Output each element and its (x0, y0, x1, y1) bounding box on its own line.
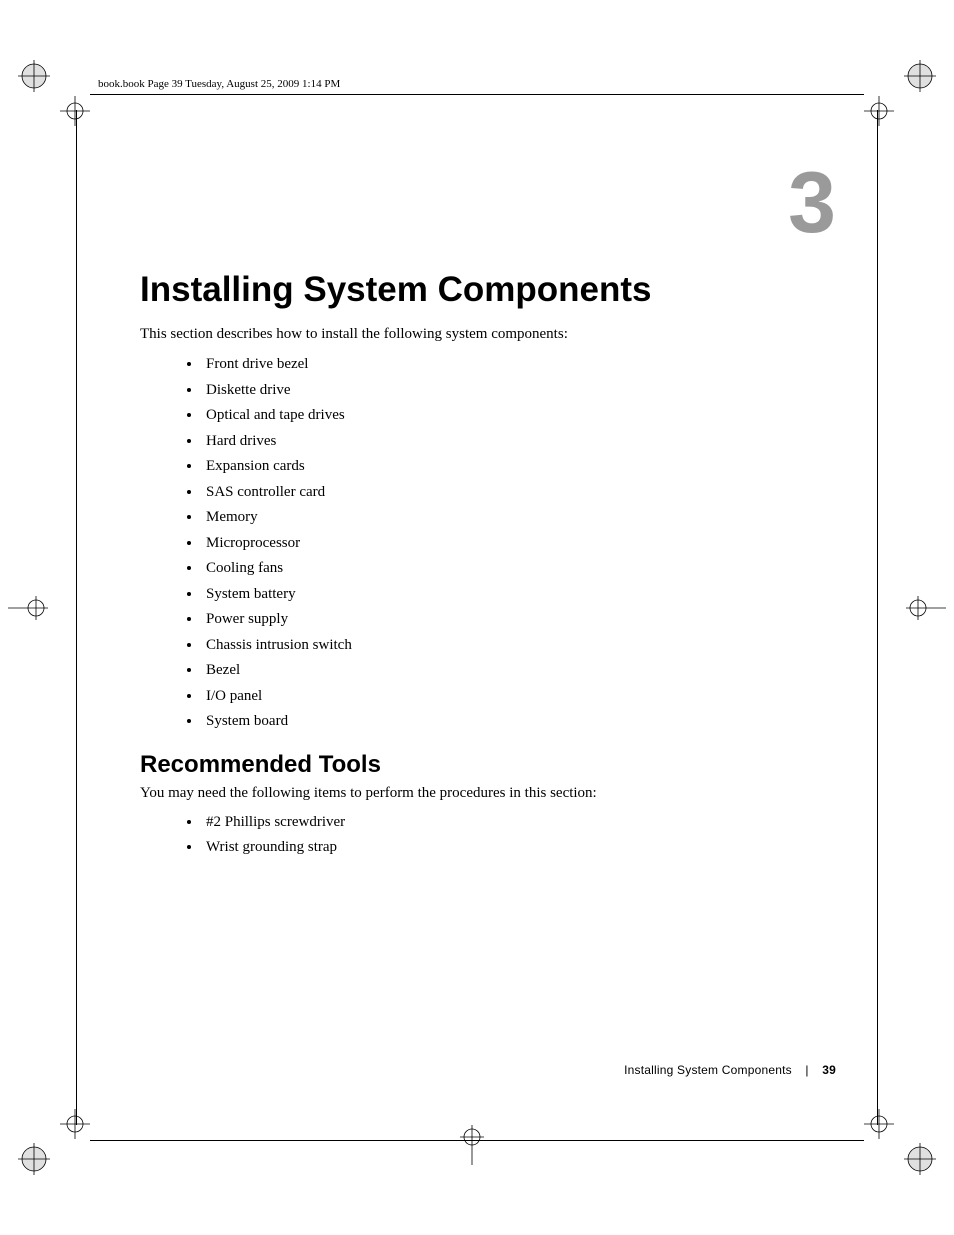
registration-mark-icon (18, 60, 50, 92)
list-item: System board (202, 709, 836, 735)
intro-paragraph: This section describes how to install th… (140, 324, 836, 344)
crop-line-right (877, 110, 878, 1125)
crop-line-top (90, 94, 864, 95)
list-item: Front drive bezel (202, 352, 836, 378)
list-item: Memory (202, 505, 836, 531)
registration-mark-icon (18, 1143, 50, 1175)
registration-mark-icon (8, 596, 48, 620)
list-item: Power supply (202, 607, 836, 633)
list-item: I/O panel (202, 684, 836, 710)
registration-mark-icon (904, 1143, 936, 1175)
registration-mark-icon (906, 596, 946, 620)
list-item: Hard drives (202, 429, 836, 455)
page-title: Installing System Components (140, 270, 836, 310)
list-item: Bezel (202, 658, 836, 684)
tools-heading: Recommended Tools (140, 751, 836, 779)
tools-list: #2 Phillips screwdriverWrist grounding s… (140, 810, 836, 861)
components-list: Front drive bezelDiskette driveOptical a… (140, 352, 836, 735)
registration-mark-icon (460, 1125, 484, 1165)
registration-mark-icon (864, 1109, 894, 1139)
footer-section: Installing System Components (624, 1063, 792, 1077)
list-item: SAS controller card (202, 480, 836, 506)
running-header: book.book Page 39 Tuesday, August 25, 20… (98, 78, 340, 90)
list-item: Optical and tape drives (202, 403, 836, 429)
registration-mark-icon (864, 96, 894, 126)
page-footer: Installing System Components | 39 (624, 1063, 836, 1077)
list-item: Expansion cards (202, 454, 836, 480)
list-item: #2 Phillips screwdriver (202, 810, 836, 836)
registration-mark-icon (904, 60, 936, 92)
list-item: Cooling fans (202, 556, 836, 582)
registration-mark-icon (60, 96, 90, 126)
content-area: 3 Installing System Components This sect… (140, 150, 836, 1095)
footer-page-number: 39 (822, 1063, 836, 1077)
chapter-number: 3 (788, 160, 836, 246)
registration-mark-icon (60, 1109, 90, 1139)
list-item: Microprocessor (202, 531, 836, 557)
list-item: Diskette drive (202, 378, 836, 404)
list-item: System battery (202, 582, 836, 608)
list-item: Wrist grounding strap (202, 835, 836, 861)
crop-line-left (76, 110, 77, 1125)
tools-intro: You may need the following items to perf… (140, 785, 836, 802)
list-item: Chassis intrusion switch (202, 633, 836, 659)
page: book.book Page 39 Tuesday, August 25, 20… (0, 0, 954, 1235)
footer-separator: | (805, 1063, 808, 1077)
